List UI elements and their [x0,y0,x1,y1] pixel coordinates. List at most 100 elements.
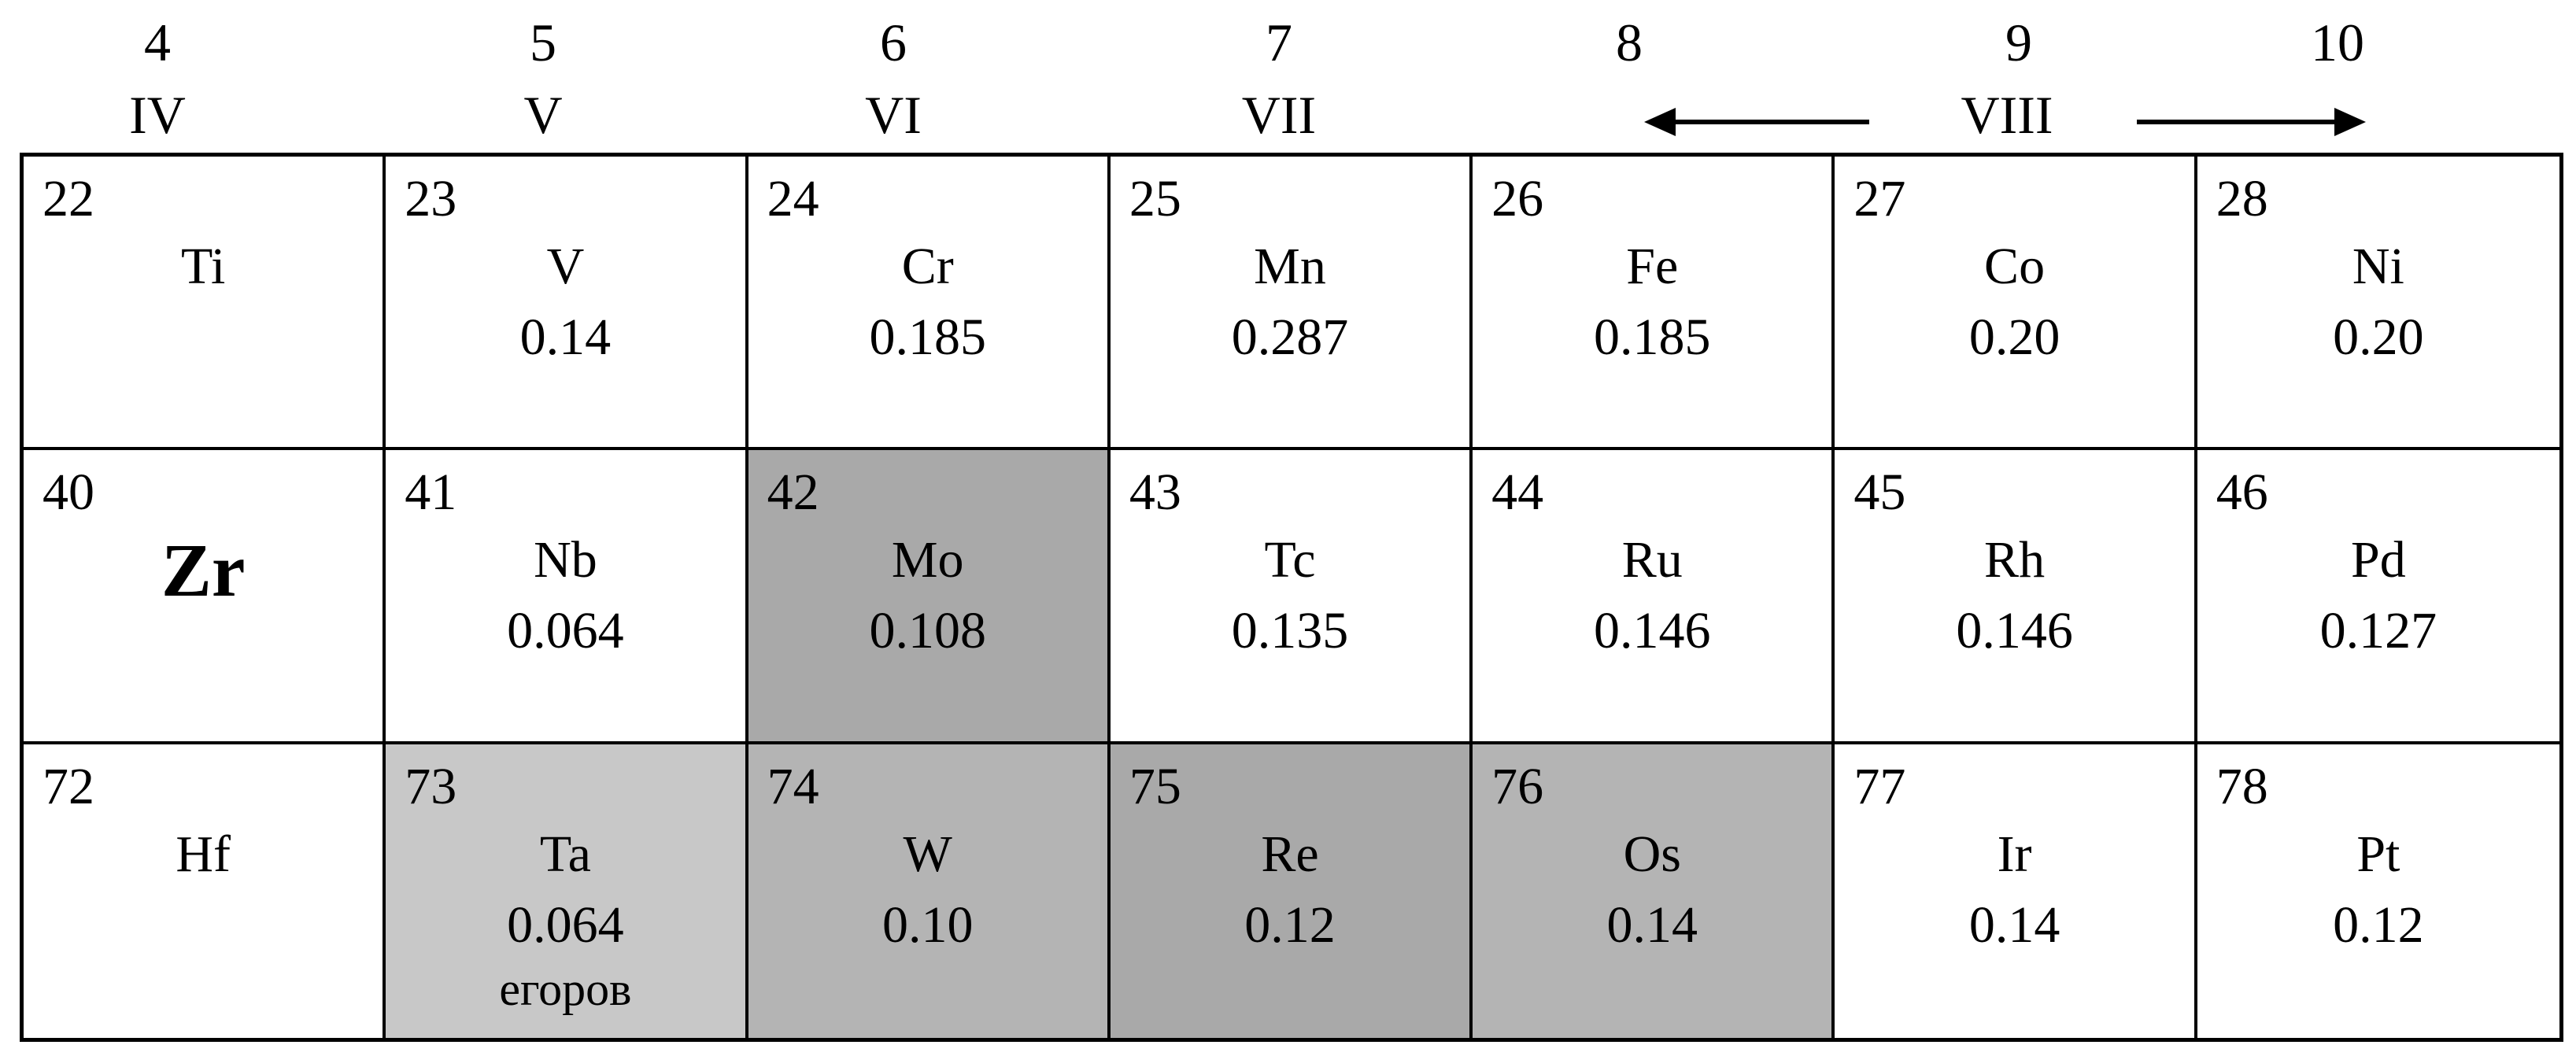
atomic-number: 76 [1491,757,1544,815]
element-cell-ni: 28 Ni 0.20 [2197,157,2559,451]
group-header-5: 5 V [425,0,661,150]
group-header-8: 8 [1511,0,1747,150]
atomic-number: 43 [1129,463,1181,522]
atomic-number: 72 [43,757,94,815]
atomic-number: 74 [767,757,819,815]
atomic-number: 45 [1853,463,1906,522]
element-cell-os: 76 Os 0.14 [1473,744,1835,1038]
element-symbol: Mn [1254,238,1326,295]
group-header-7: 7 VII [1161,0,1397,150]
atomic-number: 26 [1491,170,1544,227]
arrow-left-icon [1644,108,1869,136]
atomic-number: 42 [767,463,819,522]
element-value: 0.135 [1231,602,1349,660]
group-roman: IV [129,85,186,145]
element-value: 0.12 [1244,895,1336,954]
element-value: 0.146 [1956,602,2073,660]
group-header-10: 10 [2219,0,2456,150]
element-symbol: Nb [534,531,597,589]
element-symbol: Fe [1626,238,1679,295]
atomic-number: 25 [1129,170,1181,227]
atomic-number: 23 [405,170,457,227]
atomic-number: 44 [1491,463,1544,522]
element-value: 0.127 [2319,602,2437,660]
element-symbol: Re [1261,825,1319,883]
atomic-number: 40 [43,463,94,522]
group-number: 5 [530,13,556,72]
element-cell-rh: 45 Rh 0.146 [1835,450,2197,744]
element-cell-mn: 25 Mn 0.287 [1110,157,1473,451]
atomic-number: 28 [2216,170,2268,227]
element-symbol: Hf [176,825,231,883]
element-value: 0.14 [1606,895,1698,954]
element-symbol: Os [1623,825,1681,883]
element-symbol: Pt [2356,825,2400,883]
element-cell-ru: 44 Ru 0.146 [1473,450,1835,744]
group-roman: V [523,85,563,145]
element-cell-nb: 41 Nb 0.064 [386,450,748,744]
element-value: 0.185 [1594,308,1711,366]
element-symbol: Cr [901,238,954,295]
element-cell-pd: 46 Pd 0.127 [2197,450,2559,744]
element-cell-v: 23 V 0.14 [386,157,748,451]
arrow-right-icon [2137,108,2366,136]
element-value: 0.287 [1231,308,1349,366]
element-cell-tc: 43 Tc 0.135 [1110,450,1473,744]
element-cell-ta: 73 Ta 0.064 егоров [386,744,748,1038]
group-header-4: 4 IV [39,0,275,150]
element-symbol: Ta [539,825,591,883]
group-roman: VI [865,85,922,145]
element-value: 0.146 [1594,602,1711,660]
element-symbol: Ni [2352,238,2404,295]
element-symbol: Ti [180,238,226,295]
atomic-number: 73 [405,757,457,815]
atomic-number: 27 [1853,170,1906,227]
element-symbol: V [546,238,585,295]
element-value: 0.20 [1968,308,2060,366]
atomic-number: 77 [1853,757,1906,815]
group-header-9: 9 [1901,0,2137,150]
group-number: 7 [1266,13,1292,72]
element-symbol: Zr [161,528,246,613]
element-value: 0.14 [519,308,612,366]
element-cell-zr: 40 Zr [24,450,386,744]
atomic-number: 46 [2216,463,2268,522]
atomic-number: 78 [2216,757,2268,815]
element-value: 0.20 [2333,308,2424,366]
group-number: 8 [1616,13,1643,72]
group-roman: VII [1241,85,1317,145]
element-table: 22 Ti 23 V 0.14 24 Cr 0.185 25 Mn 0.287 26 Fe 0.185 27… [20,153,2563,1042]
atomic-number: 24 [767,170,819,227]
element-symbol: Pd [2350,531,2406,589]
element-value: 0.064 [507,602,624,660]
element-symbol: Co [1984,238,2046,295]
element-value: 0.064 [507,895,624,954]
element-value: 0.185 [869,308,986,366]
element-value: 0.10 [881,895,974,954]
element-value: 0.12 [2333,895,2424,954]
element-cell-hf: 72 Hf [24,744,386,1038]
element-note: егоров [499,962,632,1015]
group-number: 10 [2311,13,2364,72]
element-symbol: Ru [1621,531,1683,589]
element-cell-cr: 24 Cr 0.185 [748,157,1111,451]
group-viii-label: VIII [1961,85,2053,145]
element-symbol: Ir [1997,825,2032,883]
atomic-number: 22 [43,170,94,227]
element-cell-ir: 77 Ir 0.14 [1835,744,2197,1038]
group-number: 4 [144,13,171,72]
element-cell-ti: 22 Ti [24,157,386,451]
element-value: 0.108 [869,602,986,660]
group-number: 6 [880,13,907,72]
element-symbol: W [903,825,952,883]
element-symbol: Mo [891,531,964,589]
element-symbol: Tc [1264,531,1316,589]
element-cell-pt: 78 Pt 0.12 [2197,744,2559,1038]
element-cell-co: 27 Co 0.20 [1835,157,2197,451]
group-number: 9 [2005,13,2032,72]
element-cell-w: 74 W 0.10 [748,744,1111,1038]
element-value: 0.14 [1968,895,2060,954]
element-cell-mo: 42 Mo 0.108 [748,450,1111,744]
atomic-number: 75 [1129,757,1181,815]
element-cell-re: 75 Re 0.12 [1110,744,1473,1038]
